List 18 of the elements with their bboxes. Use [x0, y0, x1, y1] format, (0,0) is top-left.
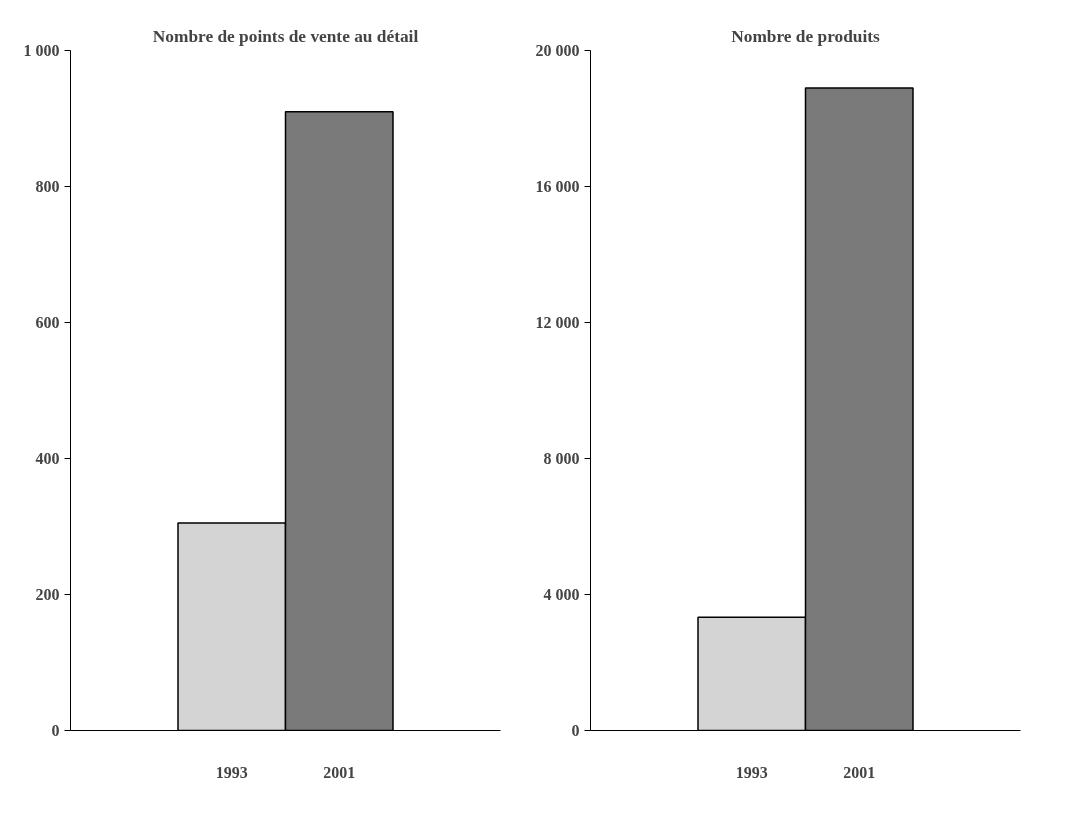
y-tick-label: 12 000 — [535, 314, 580, 331]
chart-title: Nombre de points de vente au détail — [152, 26, 419, 46]
y-tick-label: 200 — [35, 586, 60, 603]
y-tick-label: 16 000 — [535, 178, 580, 195]
x-tick-label: 1993 — [735, 763, 768, 781]
y-tick-label: 8 000 — [543, 450, 580, 467]
chart-title: Nombre de produits — [731, 26, 881, 46]
y-tick-label: 20 000 — [535, 42, 580, 59]
y-tick-label: 0 — [571, 722, 580, 739]
x-tick-label: 2001 — [323, 763, 356, 781]
y-tick-label: 4 000 — [543, 586, 580, 603]
y-tick-label: 600 — [35, 314, 60, 331]
y-tick-label: 400 — [35, 450, 60, 467]
y-tick-label: 0 — [51, 722, 60, 739]
y-tick-label: 1 000 — [23, 42, 60, 59]
y-tick-label: 800 — [35, 178, 60, 195]
x-tick-label: 2001 — [843, 763, 876, 781]
x-tick-label: 1993 — [215, 763, 248, 781]
